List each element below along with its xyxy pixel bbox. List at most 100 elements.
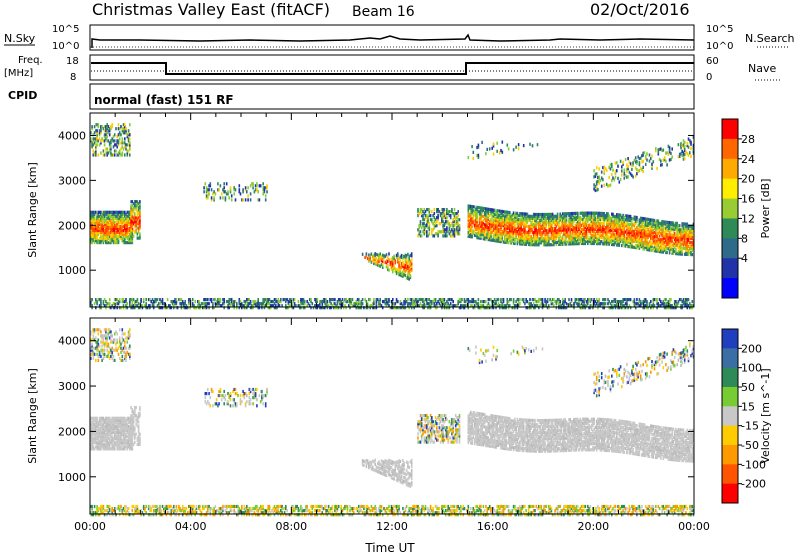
echo-cell [522,216,525,220]
echo-cell [519,228,521,232]
echo-cell [96,220,98,224]
echo-cell [233,300,235,304]
echo-cell [409,267,412,272]
echo-cell [460,306,462,310]
echo-cell [580,231,583,235]
echo-cell [657,225,660,229]
echo-cell [142,300,145,304]
echo-cell [131,302,134,306]
echo-cell [604,167,607,171]
echo-cell [661,230,663,234]
echo-cell [447,210,449,214]
echo-cell [571,240,574,244]
echo-cell [423,232,426,236]
echo-cell [417,300,419,304]
echo-cell [488,234,491,238]
echo-cell [505,304,507,308]
echo-cell [496,225,498,229]
echo-cell [497,215,500,219]
echo-cell [136,218,139,222]
echo-cell [322,300,325,304]
echo-cell [132,220,135,224]
echo-cell [642,241,644,245]
echo-cell [532,214,535,218]
echo-cell [676,238,678,242]
echo-cell [685,236,687,240]
echo-cell [91,236,93,241]
echo-cell [488,306,491,310]
echo-cell [181,302,184,306]
echo-cell [643,217,646,221]
echo-cell [546,221,549,225]
echo-cell [111,236,113,241]
echo-cell [475,221,477,225]
echo-cell [487,298,490,302]
echo-cell [522,224,525,228]
echo-cell [599,211,602,215]
echo-cell [112,239,115,243]
echo-cell [566,232,569,236]
echo-cell [595,235,598,240]
echo-cell [379,302,381,306]
echo-cell [129,226,131,230]
echo-cell [527,236,530,241]
echo-cell [521,212,524,216]
echo-cell [609,234,612,238]
echo-cell [110,147,112,151]
echo-cell [207,302,209,306]
echo-cell [651,304,653,308]
echo-cell [229,190,232,194]
echo-cell [511,213,514,217]
echo-cell [486,306,488,310]
echo-cell [652,222,655,226]
echo-cell [505,232,507,236]
echo-cell [393,258,395,262]
echo-cell [264,198,267,202]
echo-cell [663,236,666,240]
echo-cell [609,222,612,226]
echo-cell [306,300,308,304]
echo-cell [131,226,134,230]
echo-cell [644,300,647,304]
echo-cell [130,234,132,238]
echo-cell [641,228,643,233]
echo-cell [480,234,482,238]
echo-cell [642,219,644,223]
echo-cell [545,212,548,217]
echo-cell [139,204,141,208]
echo-cell [514,213,516,217]
echo-cell [417,234,419,238]
echo-cell [98,216,101,220]
echo-cell [627,244,629,249]
echo-cell [127,241,130,245]
echo-cell [101,224,103,228]
echo-cell [614,298,617,302]
echo-cell [521,238,524,242]
echo-cell [619,227,622,231]
echo-cell [125,222,127,226]
echo-cell [490,208,492,212]
echo-cell [617,229,619,233]
echo-cell [468,214,471,218]
echo-cell [324,298,326,302]
echo-cell [551,302,554,306]
echo-cell [647,244,649,248]
echo-cell [256,302,258,306]
echo-cell [681,252,683,256]
echo-cell [521,214,524,218]
echo-cell [373,261,375,265]
echo-cell [516,217,519,222]
echo-cell [126,220,129,224]
echo-cell [467,306,470,310]
echo-cell [127,131,130,135]
echo-cell [442,230,444,234]
echo-cell [614,237,617,241]
echo-cell [259,184,262,188]
echo-cell [587,219,589,223]
echo-cell [121,153,124,157]
echo-cell [681,238,683,242]
echo-cell [395,267,398,271]
echo-cell [108,304,111,308]
echo-cell [426,224,428,228]
echo-cell [677,228,680,232]
